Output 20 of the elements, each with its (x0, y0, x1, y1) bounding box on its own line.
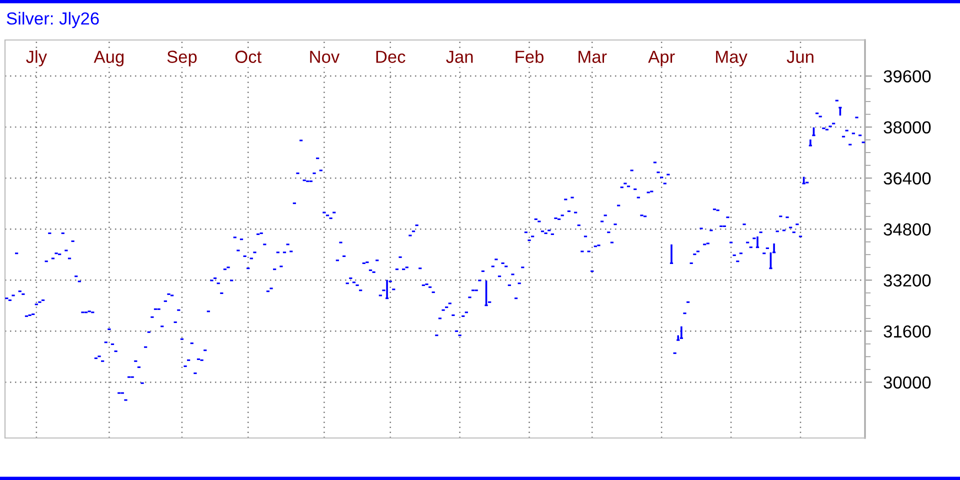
y-tick-label: 31600 (884, 325, 931, 338)
x-tick-label: Sep (167, 50, 197, 66)
y-tick-label: 33200 (884, 274, 931, 287)
x-tick-label: May (716, 50, 748, 66)
x-tick-label: Jan (446, 50, 473, 63)
x-tick-label: Jun (786, 50, 814, 63)
x-tick-label: Aug (94, 50, 124, 66)
x-tick-label: Apr (648, 50, 675, 66)
y-tick-label: 34800 (884, 223, 931, 236)
y-tick-label: 38000 (884, 121, 931, 134)
x-tick-label: Dec (376, 50, 406, 63)
y-tick-label: 30000 (884, 376, 931, 389)
x-tick-label: Feb (516, 50, 544, 63)
x-tick-label: Nov (310, 50, 340, 63)
chart-title: Silver: Jly26 (6, 12, 99, 28)
x-tick-label: Mar (578, 50, 607, 63)
y-tick-label: 39600 (884, 70, 931, 82)
y-tick-label: 36400 (884, 172, 931, 185)
x-tick-label: Jly (26, 50, 47, 66)
x-tick-label: Oct (235, 50, 262, 63)
